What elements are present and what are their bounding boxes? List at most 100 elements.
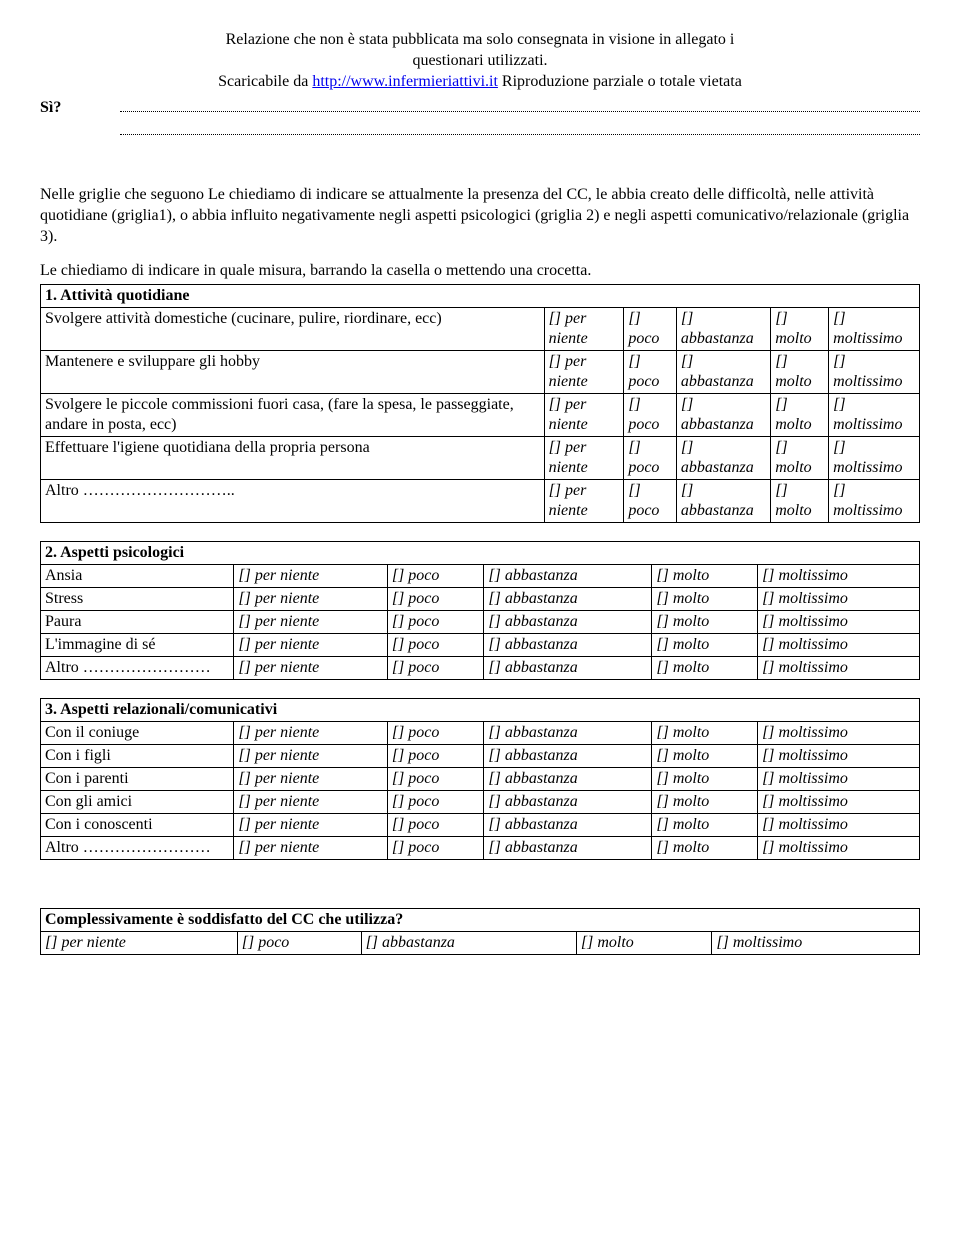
opt-abbastanza[interactable]: [] abbastanza (676, 393, 770, 436)
opt-moltissimo[interactable]: [] moltissimo (758, 721, 920, 744)
opt-abbastanza[interactable]: [] abbastanza (484, 587, 652, 610)
table-row: Altro ……………………….. [] per niente [] poco … (41, 479, 920, 522)
opt-molto[interactable]: [] molto (652, 610, 758, 633)
opt-moltissimo[interactable]: [] moltissimo (758, 587, 920, 610)
opt-per-niente[interactable]: [] per niente (234, 767, 387, 790)
opt-per-niente[interactable]: [] per niente (41, 931, 238, 954)
si-row: Sì? (40, 96, 920, 116)
opt-moltissimo[interactable]: [] moltissimo (829, 350, 920, 393)
opt-moltissimo[interactable]: [] moltissimo (712, 931, 920, 954)
row-label: Ansia (41, 564, 234, 587)
opt-molto[interactable]: [] molto (771, 307, 829, 350)
opt-molto[interactable]: [] molto (652, 767, 758, 790)
opt-poco[interactable]: [] poco (387, 813, 484, 836)
intro-paragraph: Nelle griglie che seguono Le chiediamo d… (40, 185, 920, 247)
opt-abbastanza[interactable]: [] abbastanza (676, 350, 770, 393)
opt-per-niente[interactable]: [] per niente (234, 744, 387, 767)
opt-abbastanza[interactable]: [] abbastanza (484, 744, 652, 767)
opt-molto[interactable]: [] molto (771, 479, 829, 522)
opt-poco[interactable]: [] poco (387, 656, 484, 679)
opt-poco[interactable]: [] poco (387, 836, 484, 859)
opt-molto[interactable]: [] molto (652, 656, 758, 679)
opt-abbastanza[interactable]: [] abbastanza (484, 836, 652, 859)
dotted-line-1[interactable] (120, 96, 920, 111)
dotted-line-2[interactable] (120, 117, 920, 136)
opt-moltissimo[interactable]: [] moltissimo (758, 813, 920, 836)
opt-abbastanza[interactable]: [] abbastanza (484, 633, 652, 656)
opt-per-niente[interactable]: [] per niente (234, 610, 387, 633)
opt-moltissimo[interactable]: [] moltissimo (758, 836, 920, 859)
row-label: Paura (41, 610, 234, 633)
opt-per-niente[interactable]: [] per niente (544, 436, 624, 479)
opt-moltissimo[interactable]: [] moltissimo (758, 633, 920, 656)
opt-molto[interactable]: [] molto (771, 436, 829, 479)
opt-poco[interactable]: [] poco (387, 721, 484, 744)
table-row: Paura [] per niente [] poco [] abbastanz… (41, 610, 920, 633)
opt-molto[interactable]: [] molto (652, 744, 758, 767)
opt-moltissimo[interactable]: [] moltissimo (758, 744, 920, 767)
opt-poco[interactable]: [] poco (624, 350, 677, 393)
opt-moltissimo[interactable]: [] moltissimo (829, 393, 920, 436)
opt-abbastanza[interactable]: [] abbastanza (676, 436, 770, 479)
opt-per-niente[interactable]: [] per niente (544, 307, 624, 350)
opt-per-niente[interactable]: [] per niente (544, 479, 624, 522)
opt-molto[interactable]: [] molto (771, 350, 829, 393)
opt-per-niente[interactable]: [] per niente (234, 633, 387, 656)
opt-moltissimo[interactable]: [] moltissimo (758, 767, 920, 790)
opt-moltissimo[interactable]: [] moltissimo (758, 790, 920, 813)
opt-poco[interactable]: [] poco (237, 931, 361, 954)
row-label: Con i conoscenti (41, 813, 234, 836)
opt-moltissimo[interactable]: [] moltissimo (758, 610, 920, 633)
opt-moltissimo[interactable]: [] moltissimo (758, 564, 920, 587)
opt-poco[interactable]: [] poco (387, 564, 484, 587)
opt-moltissimo[interactable]: [] moltissimo (758, 656, 920, 679)
opt-per-niente[interactable]: [] per niente (234, 813, 387, 836)
opt-abbastanza[interactable]: [] abbastanza (676, 479, 770, 522)
opt-abbastanza[interactable]: [] abbastanza (484, 564, 652, 587)
opt-per-niente[interactable]: [] per niente (544, 393, 624, 436)
opt-molto[interactable]: [] molto (652, 633, 758, 656)
opt-per-niente[interactable]: [] per niente (544, 350, 624, 393)
opt-molto[interactable]: [] molto (652, 721, 758, 744)
opt-abbastanza[interactable]: [] abbastanza (484, 767, 652, 790)
header-line-1: Relazione che non è stata pubblicata ma … (40, 30, 920, 51)
opt-abbastanza[interactable]: [] abbastanza (484, 656, 652, 679)
opt-molto[interactable]: [] molto (652, 587, 758, 610)
table-row: Con i conoscenti [] per niente [] poco [… (41, 813, 920, 836)
opt-molto[interactable]: [] molto (576, 931, 712, 954)
opt-per-niente[interactable]: [] per niente (234, 721, 387, 744)
opt-abbastanza[interactable]: [] abbastanza (484, 610, 652, 633)
opt-per-niente[interactable]: [] per niente (234, 790, 387, 813)
opt-abbastanza[interactable]: [] abbastanza (484, 721, 652, 744)
opt-molto[interactable]: [] molto (771, 393, 829, 436)
opt-poco[interactable]: [] poco (387, 587, 484, 610)
opt-per-niente[interactable]: [] per niente (234, 656, 387, 679)
opt-abbastanza[interactable]: [] abbastanza (484, 790, 652, 813)
opt-moltissimo[interactable]: [] moltissimo (829, 436, 920, 479)
table-row: Svolgere le piccole commissioni fuori ca… (41, 393, 920, 436)
opt-molto[interactable]: [] molto (652, 564, 758, 587)
opt-poco[interactable]: [] poco (624, 436, 677, 479)
opt-per-niente[interactable]: [] per niente (234, 564, 387, 587)
opt-poco[interactable]: [] poco (624, 479, 677, 522)
opt-molto[interactable]: [] molto (652, 790, 758, 813)
opt-per-niente[interactable]: [] per niente (234, 836, 387, 859)
opt-poco[interactable]: [] poco (624, 307, 677, 350)
opt-poco[interactable]: [] poco (387, 610, 484, 633)
opt-moltissimo[interactable]: [] moltissimo (829, 307, 920, 350)
opt-moltissimo[interactable]: [] moltissimo (829, 479, 920, 522)
opt-abbastanza[interactable]: [] abbastanza (676, 307, 770, 350)
opt-abbastanza[interactable]: [] abbastanza (361, 931, 576, 954)
opt-per-niente[interactable]: [] per niente (234, 587, 387, 610)
header-link[interactable]: http://www.infermieriattivi.it (312, 73, 498, 90)
opt-poco[interactable]: [] poco (387, 790, 484, 813)
opt-poco[interactable]: [] poco (387, 744, 484, 767)
opt-abbastanza[interactable]: [] abbastanza (484, 813, 652, 836)
opt-molto[interactable]: [] molto (652, 836, 758, 859)
table-row: Altro …………………… [] per niente [] poco [] … (41, 836, 920, 859)
opt-poco[interactable]: [] poco (387, 767, 484, 790)
opt-poco[interactable]: [] poco (387, 633, 484, 656)
opt-poco[interactable]: [] poco (624, 393, 677, 436)
opt-molto[interactable]: [] molto (652, 813, 758, 836)
table-row: Altro …………………… [] per niente [] poco [] … (41, 656, 920, 679)
